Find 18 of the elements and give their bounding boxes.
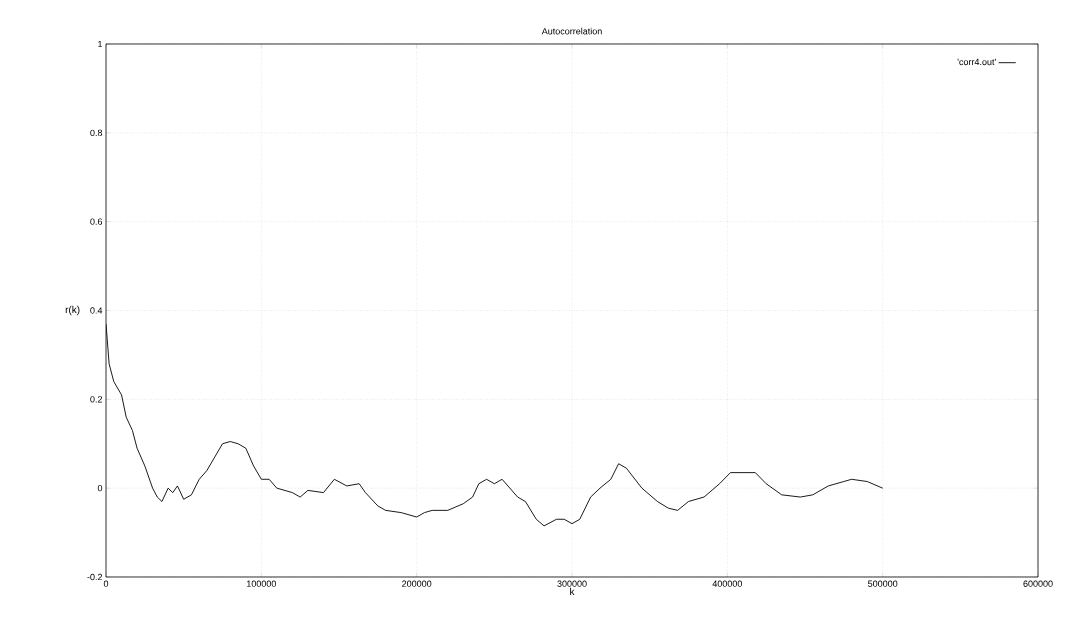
x-tick-label: 400000 [712,580,742,587]
y-tick-label: 0.6 [90,218,103,225]
x-tick-label: 500000 [868,580,898,587]
y-tick-label: 0 [97,484,103,492]
legend-label: 'corr4.out' [957,58,996,66]
x-tick-label: 300000 [557,580,587,587]
y-tick-label: 1 [98,40,103,48]
y-tick-label: -0.2 [87,573,103,581]
x-tick-label: 600000 [1023,580,1053,587]
y-tick-label: 0.8 [90,129,103,137]
y-axis-title: r(k) [65,305,80,316]
x-tick-label: 200000 [402,580,432,587]
x-axis-title: k [570,587,575,596]
chart-title: Autocorrelation [541,27,602,35]
y-tick-label: 0.4 [90,307,103,314]
x-tick-label: 0 [103,580,109,587]
x-tick-label: 100000 [247,580,276,587]
y-tick-label: 0.2 [90,396,103,403]
